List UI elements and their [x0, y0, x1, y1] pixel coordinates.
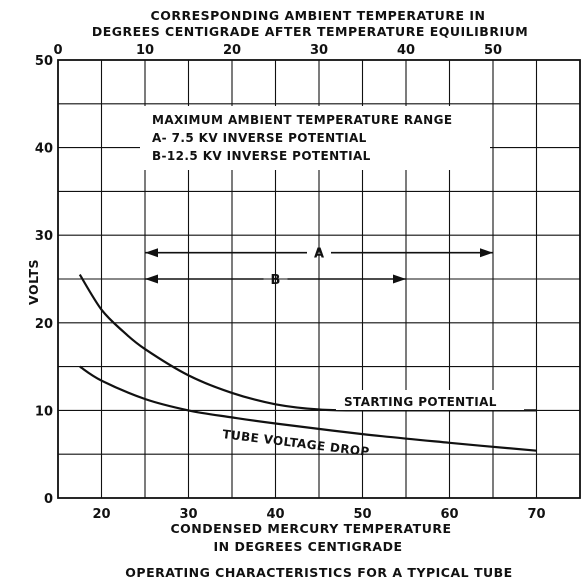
x-axis-ticks: 20 30 40 50 60 70: [92, 507, 545, 522]
y-tick-label: 10: [35, 404, 53, 419]
legend-title: MAXIMUM AMBIENT TEMPERATURE RANGE: [152, 113, 452, 127]
y-tick-label: 0: [44, 492, 53, 507]
y-axis-ticks: 0 10 20 30 40 50: [35, 54, 53, 507]
y-axis-label: VOLTS: [26, 259, 41, 305]
legend-line-b: B-12.5 KV INVERSE POTENTIAL: [152, 149, 371, 163]
x-tick-label: 40: [266, 507, 284, 522]
range-b-label: B: [271, 273, 281, 288]
x-tick-label: 30: [179, 507, 197, 522]
range-a-label: A: [314, 247, 324, 262]
series-label-starting-potential: STARTING POTENTIAL: [344, 395, 497, 409]
top-tick-label: 40: [397, 43, 415, 58]
x-tick-label: 50: [353, 507, 371, 522]
chart-caption: OPERATING CHARACTERISTICS FOR A TYPICAL …: [125, 565, 512, 580]
range-a-arrow-right: [480, 248, 493, 258]
range-b-arrow-left: [145, 274, 158, 284]
range-a-arrow-left: [145, 248, 158, 258]
top-axis-ticks: 0 10 20 30 40 50: [53, 43, 502, 58]
tube-voltage-drop-curve: [79, 365, 537, 452]
top-axis-title-line-1: CORRESPONDING AMBIENT TEMPERATURE IN: [151, 8, 486, 23]
top-axis-title-line-2: DEGREES CENTIGRADE AFTER TEMPERATURE EQU…: [92, 24, 528, 39]
top-tick-label: 50: [484, 43, 502, 58]
range-b-arrow-right: [393, 274, 406, 284]
temperature-ranges: AB: [145, 247, 493, 288]
plot-frame: [57, 59, 581, 499]
y-tick-label: 30: [35, 229, 53, 244]
x-tick-label: 20: [92, 507, 110, 522]
y-tick-label: 20: [35, 317, 53, 332]
curves: [78, 274, 537, 452]
x-tick-label: 70: [527, 507, 545, 522]
x-axis-label-line-1: CONDENSED MERCURY TEMPERATURE: [170, 521, 451, 536]
legend-line-a: A- 7.5 KV INVERSE POTENTIAL: [152, 131, 367, 145]
starting-potential-label-background: [336, 390, 524, 410]
x-tick-label: 60: [440, 507, 458, 522]
top-tick-label: 30: [310, 43, 328, 58]
legend-box-background: [140, 106, 490, 170]
top-tick-label: 20: [223, 43, 241, 58]
starting-potential-curve: [78, 274, 537, 412]
y-tick-label: 50: [35, 54, 53, 69]
top-tick-label: 10: [136, 43, 154, 58]
top-tick-label: 0: [53, 43, 62, 58]
x-axis-label-line-2: IN DEGREES CENTIGRADE: [213, 539, 402, 554]
y-tick-label: 40: [35, 142, 53, 157]
